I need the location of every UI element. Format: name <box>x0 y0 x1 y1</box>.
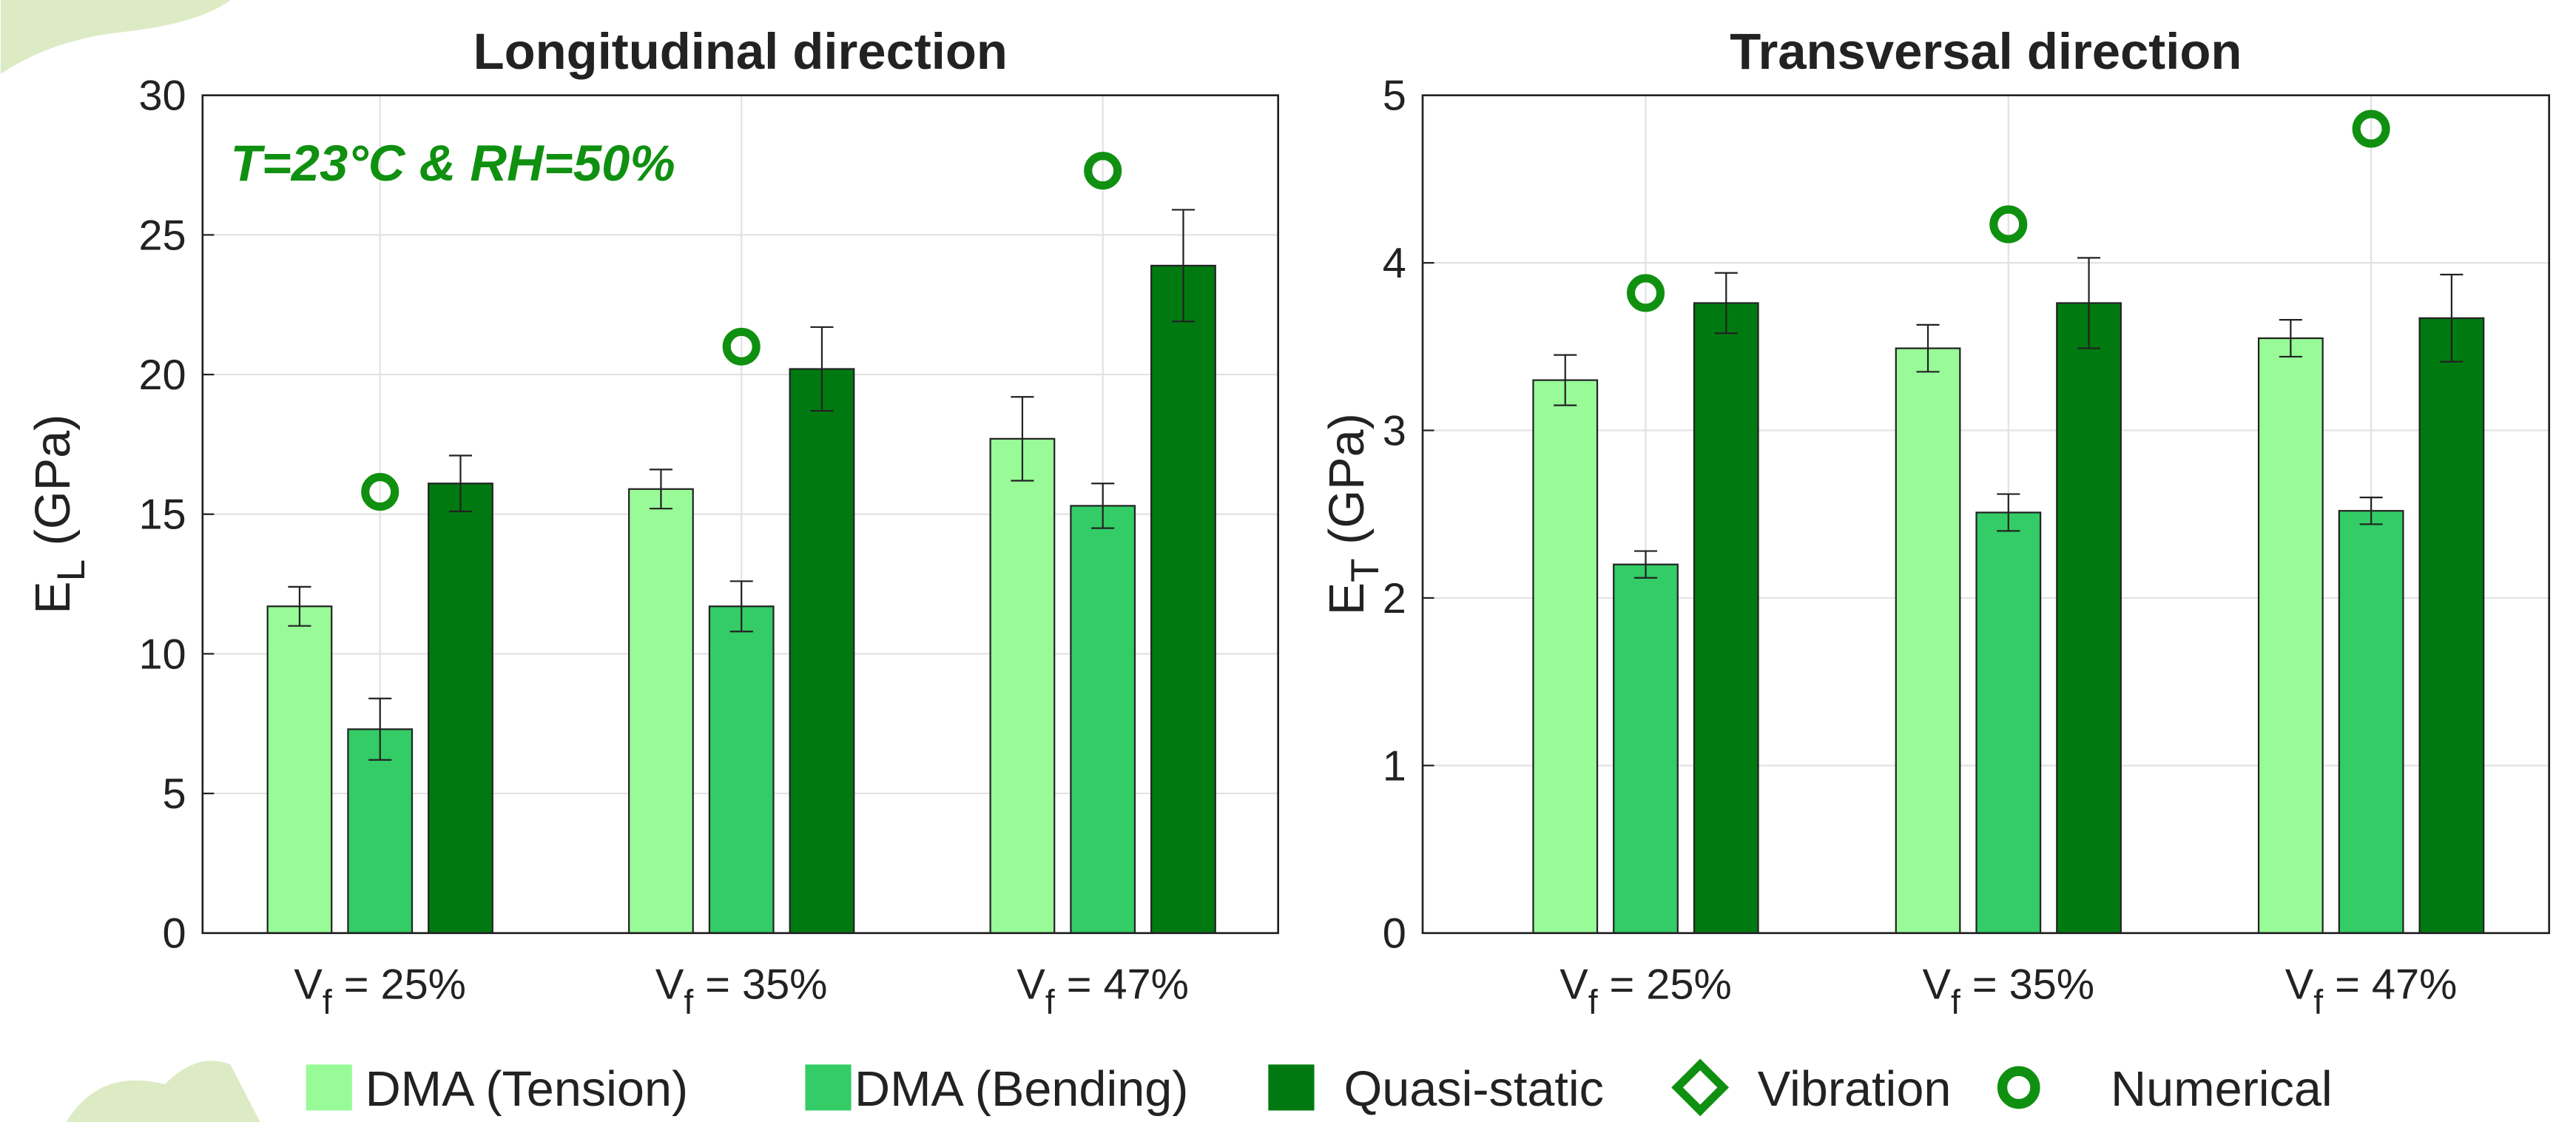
legend-swatch <box>1268 1064 1314 1110</box>
y-tick-label: 4 <box>1383 240 1406 287</box>
legend-swatch <box>805 1064 851 1110</box>
chart-title: Transversal direction <box>1730 23 2242 80</box>
y-tick-label: 5 <box>1383 73 1406 120</box>
bar <box>1070 505 1135 933</box>
legend-label: DMA (Tension) <box>365 1062 689 1117</box>
bar <box>2259 338 2323 933</box>
annotation: T=23°C & RH=50% <box>231 135 675 192</box>
bar <box>1694 303 1759 933</box>
figure: Longitudinal direction051015202530Vf = 2… <box>0 0 2576 1122</box>
bar <box>1977 512 2041 933</box>
x-tick-label: Vf = 47% <box>2285 961 2458 1021</box>
bar <box>428 483 493 933</box>
legend-swatch <box>2003 1071 2035 1103</box>
y-tick-label: 3 <box>1383 408 1406 455</box>
x-tick-label: Vf = 35% <box>655 961 828 1021</box>
bar <box>2057 303 2121 933</box>
legend-label: DMA (Bending) <box>854 1062 1188 1117</box>
legend-swatch <box>1677 1064 1723 1110</box>
legend-swatch <box>306 1064 352 1110</box>
x-tick-label: Vf = 25% <box>294 961 466 1021</box>
bar <box>1533 380 1597 933</box>
chart-title: Longitudinal direction <box>473 23 1008 80</box>
legend-label: Numerical <box>2111 1062 2333 1117</box>
y-axis-label: EL (GPa) <box>26 414 93 614</box>
x-tick-label: Vf = 47% <box>1016 961 1189 1021</box>
y-tick-label: 0 <box>1383 910 1406 958</box>
x-tick-label: Vf = 35% <box>1922 961 2094 1021</box>
y-tick-label: 5 <box>163 770 186 818</box>
y-tick-label: 15 <box>138 491 186 539</box>
bar <box>991 439 1055 933</box>
bar <box>629 489 693 933</box>
decor-blob <box>1 0 231 74</box>
bar <box>709 606 774 933</box>
bar <box>2420 318 2484 933</box>
bar <box>1896 349 1960 933</box>
y-tick-label: 20 <box>138 352 186 399</box>
bar <box>268 606 332 933</box>
y-tick-label: 10 <box>138 631 186 678</box>
x-tick-label: Vf = 25% <box>1560 961 1732 1021</box>
y-tick-label: 25 <box>138 212 186 259</box>
bar <box>790 369 854 933</box>
y-tick-label: 30 <box>138 73 186 120</box>
bar <box>1614 565 1678 933</box>
y-tick-label: 1 <box>1383 742 1406 790</box>
bar <box>2339 511 2404 933</box>
y-tick-label: 0 <box>163 910 186 958</box>
page: Longitudinal direction051015202530Vf = 2… <box>0 0 2576 1122</box>
y-axis-label: ET (GPa) <box>1320 413 1387 615</box>
legend-label: Vibration <box>1758 1062 1952 1117</box>
bar <box>1151 266 1215 933</box>
decor-blob <box>67 1061 260 1122</box>
legend-label: Quasi-static <box>1343 1062 1604 1117</box>
